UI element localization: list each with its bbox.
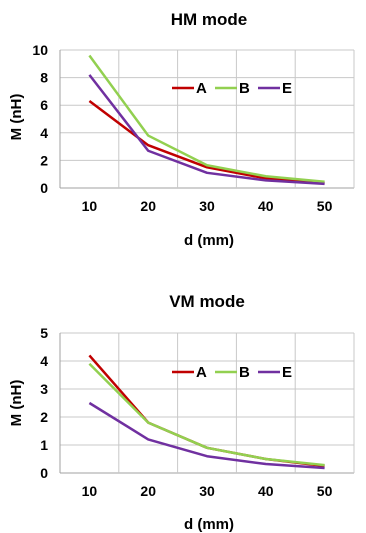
y-tick-label: 0	[40, 465, 48, 481]
chart-vm-mode: VM mode M (nH) d (mm) 0 1 2 3 4 5 10 20 30 40 50 A B…	[8, 292, 355, 533]
series-line-A	[88, 100, 325, 185]
y-tick-label: 3	[40, 381, 48, 397]
x-tick-label: 40	[258, 198, 274, 214]
x-axis-label: d (mm)	[184, 516, 234, 533]
series-line-B	[88, 54, 325, 184]
y-tick-label: 4	[40, 353, 48, 369]
y-tick-label: 10	[32, 42, 48, 58]
y-tick-label: 2	[40, 409, 48, 425]
legend-label-B: B	[239, 364, 250, 381]
y-tick-label: 2	[40, 152, 48, 168]
x-tick-label: 30	[199, 483, 215, 499]
x-tick-label: 20	[140, 198, 156, 214]
y-axis-label: M (nH)	[8, 380, 25, 427]
legend-label-E: E	[282, 364, 292, 381]
legend-label-A: A	[196, 80, 207, 97]
legend-label-E: E	[282, 80, 292, 97]
x-tick-label: 50	[317, 483, 333, 499]
y-tick-label: 6	[40, 97, 48, 113]
x-tick-label: 50	[317, 198, 333, 214]
x-tick-label: 40	[258, 483, 274, 499]
x-tick-label: 10	[82, 483, 98, 499]
chart-title: VM mode	[169, 292, 245, 311]
y-tick-label: 8	[40, 70, 48, 86]
y-tick-label: 1	[40, 437, 48, 453]
y-tick-label: 5	[40, 325, 48, 341]
chart-hm-mode: HM mode M (nH) d (mm) 0 2 4 6 8 10 10 20 30 40 50 A…	[8, 10, 355, 249]
chart-title: HM mode	[171, 10, 248, 29]
series-line-E	[88, 74, 325, 186]
y-tick-label: 0	[40, 180, 48, 196]
legend-label-A: A	[196, 364, 207, 381]
series-line-E	[88, 401, 325, 470]
series-line-B	[88, 362, 325, 467]
y-axis-label: M (nH)	[8, 94, 25, 141]
x-tick-label: 10	[82, 198, 98, 214]
x-axis-label: d (mm)	[184, 232, 234, 249]
x-tick-label: 30	[199, 198, 215, 214]
legend-label-B: B	[239, 80, 250, 97]
y-tick-label: 4	[40, 125, 48, 141]
x-tick-label: 20	[140, 483, 156, 499]
